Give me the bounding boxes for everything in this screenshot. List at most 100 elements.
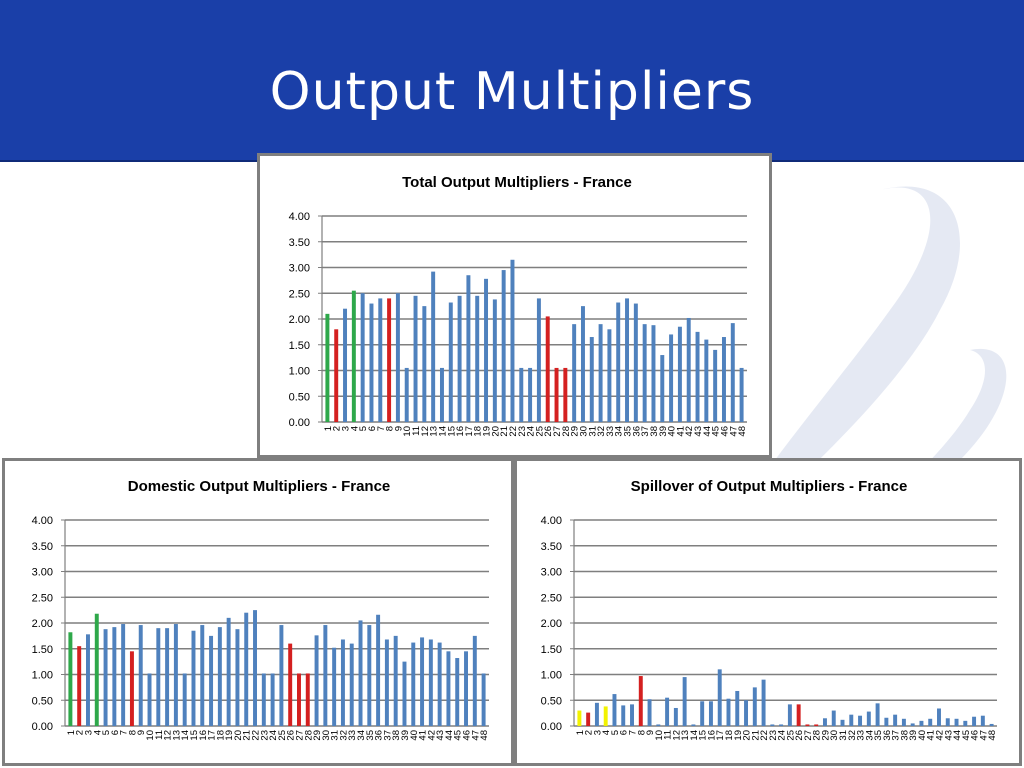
x-tick-label: 16	[706, 730, 717, 741]
x-tick-label: 37	[891, 730, 902, 741]
x-tick-label: 14	[437, 426, 448, 437]
bar	[519, 367, 524, 422]
x-tick-label: 21	[750, 730, 761, 741]
x-tick-label: 8	[385, 426, 396, 431]
x-tick-label: 42	[934, 730, 945, 741]
y-tick-label: 3.00	[541, 567, 562, 579]
y-tick-label: 1.00	[289, 366, 310, 378]
x-tick-label: 19	[224, 730, 235, 741]
bar	[351, 290, 356, 422]
bar	[94, 613, 99, 726]
bar	[279, 625, 284, 726]
x-tick-label: 36	[631, 426, 642, 437]
bar	[349, 643, 354, 726]
bar	[787, 704, 792, 726]
x-tick-label: 29	[820, 730, 831, 741]
bar	[589, 337, 594, 422]
bar	[647, 699, 652, 726]
y-tick-label: 2.00	[541, 618, 562, 630]
bar	[621, 705, 626, 726]
bar	[393, 635, 398, 726]
bar	[612, 694, 617, 726]
x-tick-label: 22	[251, 730, 262, 741]
bar	[129, 651, 134, 726]
x-tick-label: 27	[552, 426, 563, 437]
x-tick-label: 46	[970, 730, 981, 741]
x-tick-label: 10	[654, 730, 665, 741]
x-tick-label: 27	[294, 730, 305, 741]
x-tick-label: 7	[119, 730, 130, 735]
x-tick-label: 40	[409, 730, 420, 741]
x-tick-label: 30	[829, 730, 840, 741]
y-tick-label: 4.00	[32, 515, 53, 527]
bar	[334, 329, 339, 422]
x-tick-label: 46	[719, 426, 730, 437]
bar	[103, 629, 108, 726]
x-tick-label: 18	[473, 426, 484, 437]
x-tick-label: 16	[455, 426, 466, 437]
x-tick-label: 21	[242, 730, 253, 741]
bar	[428, 639, 433, 726]
bar	[209, 635, 214, 726]
bar	[739, 367, 744, 422]
bar	[928, 718, 933, 726]
x-tick-label: 31	[838, 730, 849, 741]
bar	[945, 718, 950, 726]
chart-spillover: Spillover of Output Multipliers - France…	[541, 478, 999, 741]
x-tick-label: 25	[785, 730, 796, 741]
bar	[840, 719, 845, 726]
x-tick-label: 13	[680, 730, 691, 741]
x-tick-label: 11	[663, 730, 674, 740]
bar	[572, 324, 577, 422]
bar	[244, 612, 249, 726]
x-tick-label: 7	[376, 426, 387, 431]
bar	[305, 673, 310, 726]
bar	[708, 701, 713, 726]
bar	[669, 334, 674, 422]
x-tick-label: 44	[952, 730, 963, 741]
x-tick-label: 48	[479, 730, 490, 741]
bar	[796, 704, 801, 726]
y-tick-label: 2.50	[32, 592, 53, 604]
bar	[270, 673, 275, 726]
x-tick-label: 44	[702, 426, 713, 437]
bar	[665, 697, 670, 726]
bar	[884, 717, 889, 726]
x-tick-label: 18	[215, 730, 226, 741]
x-tick-label: 44	[444, 730, 455, 741]
bar	[717, 669, 722, 726]
bar	[563, 367, 568, 422]
x-tick-label: 28	[812, 730, 823, 741]
bar	[457, 295, 462, 422]
x-tick-label: 36	[374, 730, 385, 741]
y-tick-label: 3.50	[289, 237, 310, 249]
bar	[660, 355, 665, 422]
x-tick-label: 25	[277, 730, 288, 741]
x-tick-label: 3	[83, 730, 94, 735]
x-tick-label: 30	[578, 426, 589, 437]
bar	[501, 270, 506, 422]
bar	[849, 714, 854, 726]
bar	[235, 629, 240, 726]
x-tick-label: 18	[724, 730, 735, 741]
y-tick-label: 4.00	[541, 515, 562, 527]
bar	[805, 724, 810, 726]
x-tick-label: 4	[601, 730, 612, 735]
x-tick-label: 33	[605, 426, 616, 437]
bar	[360, 293, 365, 422]
x-tick-label: 34	[614, 426, 625, 437]
x-tick-label: 35	[365, 730, 376, 741]
bar	[638, 676, 643, 726]
bar	[475, 295, 480, 422]
bar	[686, 317, 691, 422]
y-tick-label: 1.50	[32, 644, 53, 656]
bar	[217, 627, 222, 726]
bar	[437, 642, 442, 726]
x-tick-label: 31	[587, 426, 598, 437]
x-tick-label: 34	[356, 730, 367, 741]
x-tick-label: 30	[321, 730, 332, 741]
bar	[980, 715, 985, 726]
chart-title: Total Output Multipliers - France	[402, 174, 632, 191]
x-tick-label: 43	[693, 426, 704, 437]
bar	[651, 325, 656, 422]
